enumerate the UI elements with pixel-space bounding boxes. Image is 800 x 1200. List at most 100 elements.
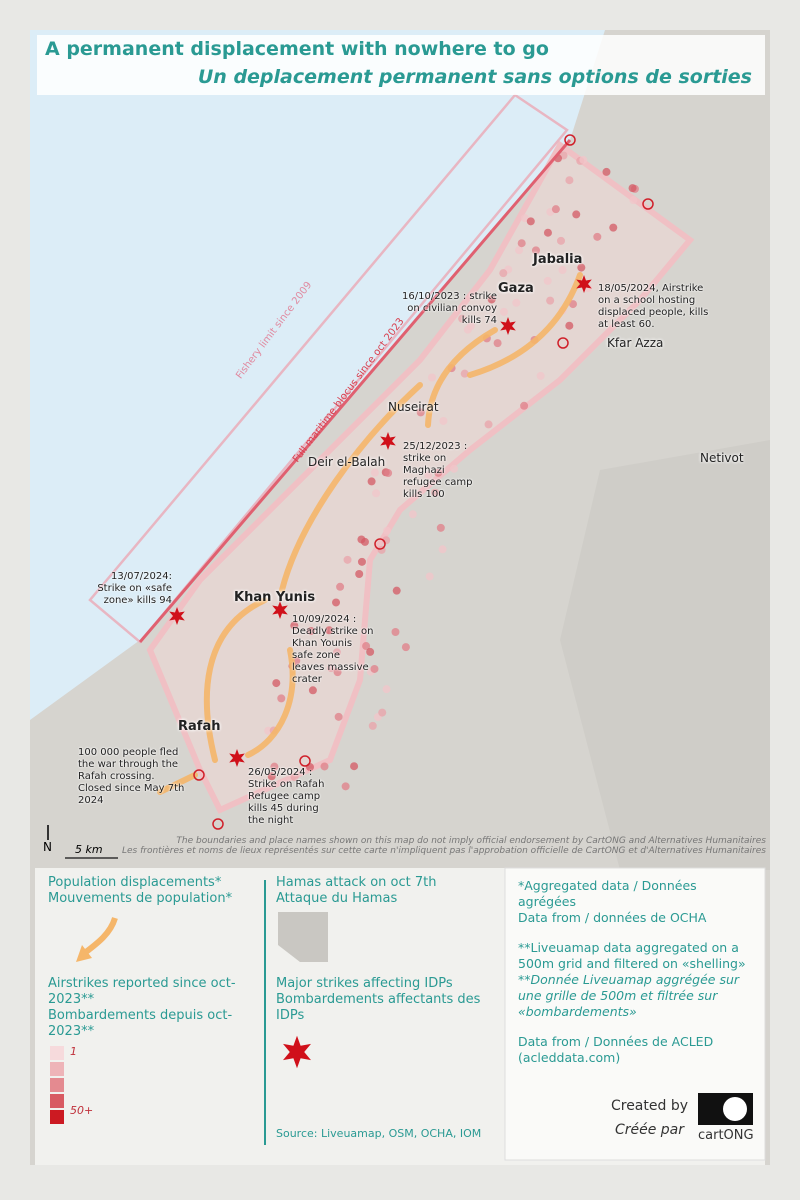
strike-icons — [169, 275, 592, 767]
displacement-arrows — [157, 272, 583, 795]
density-cell — [543, 228, 552, 237]
legend-text: Mouvements de population* — [48, 891, 233, 906]
annotation: 16/10/2023 : strike on civilian convoy k… — [402, 291, 497, 326]
land-shade — [560, 440, 770, 870]
subtitle: Un deplacement permanent sans options de… — [197, 66, 752, 88]
density-cell — [438, 545, 447, 554]
scale-max: 50+ — [70, 1104, 94, 1117]
density-cell — [383, 526, 392, 535]
density-cell — [332, 598, 341, 607]
note: Data from / Données de ACLED (acleddata.… — [518, 1034, 714, 1065]
density-cell — [332, 648, 341, 657]
density-cell — [628, 184, 637, 193]
annotation: 100 000 people fled the war through the … — [78, 747, 185, 806]
density-cell — [341, 782, 350, 791]
density-cell — [526, 217, 535, 226]
density-cell — [484, 420, 493, 429]
density-cell — [434, 468, 443, 477]
gaza-strip — [146, 140, 695, 814]
density-cell — [343, 555, 352, 564]
legend-strike-icon — [283, 1035, 311, 1069]
density-cell — [416, 408, 425, 417]
annotation: 18/05/2024, Airstrike on a school hostin… — [598, 283, 709, 330]
legend-density-scale — [50, 1046, 64, 1124]
title: A permanent displacement with nowhere to… — [45, 38, 549, 60]
legend-major-strikes: Major strikes affecting IDPs Bombardement… — [276, 976, 491, 1024]
place-label: Jabalia — [533, 252, 583, 267]
logo-circle — [723, 1097, 747, 1121]
density-cell — [392, 586, 401, 595]
density-cell — [408, 510, 417, 519]
density-cell — [370, 468, 379, 477]
density-cell — [372, 489, 381, 498]
density-cell — [499, 269, 508, 278]
density-cell — [565, 321, 574, 330]
place-label: Netivot — [700, 451, 744, 465]
density-cell — [320, 762, 329, 771]
density-cell — [493, 339, 502, 348]
place-label: Kfar Azza — [607, 336, 664, 350]
density-cell — [520, 401, 529, 410]
density-cell — [425, 572, 434, 581]
logo-text: cartONG — [698, 1128, 754, 1143]
legend-text: Bombardements affectants des IDPs — [276, 992, 481, 1023]
density-cell — [378, 708, 387, 717]
density-cell — [558, 266, 567, 275]
strike-icon — [500, 317, 516, 335]
legend-arrowhead — [76, 945, 92, 962]
place-label: Nuseirat — [388, 400, 439, 414]
density-cell — [487, 295, 496, 304]
density-cell — [367, 477, 376, 486]
legend-text: Attaque du Hamas — [276, 891, 398, 906]
density-cell — [336, 582, 345, 591]
disclaimer-fr: Les frontières et noms de lieux représen… — [122, 846, 766, 856]
density-cell — [436, 523, 445, 532]
density-cell — [382, 685, 391, 694]
density-cell — [270, 762, 279, 771]
place-label: Khan Yunis — [234, 590, 316, 605]
density-cell — [290, 773, 299, 782]
density-cell — [368, 721, 377, 730]
annotation: 25/12/2023 : strike on Maghazi refugee c… — [403, 441, 473, 500]
density-cell — [277, 694, 286, 703]
note: **Donnée Liveuamap aggrégée sur une gril… — [518, 972, 740, 1019]
place-label: Gaza — [498, 281, 534, 296]
density-cell — [543, 276, 552, 285]
density-cell — [466, 322, 475, 331]
density-cell — [424, 470, 433, 479]
density-cell — [366, 647, 375, 656]
strike-icon — [283, 1035, 311, 1069]
density-cell — [629, 196, 638, 205]
density-cell — [362, 642, 371, 651]
density-cell — [308, 686, 317, 695]
density-cell — [272, 679, 281, 688]
title-banner — [37, 35, 765, 95]
density-cell — [556, 236, 565, 245]
density-cell — [334, 712, 343, 721]
legend-displacements: Population displacements* Mouvements de p… — [48, 875, 258, 907]
density-cell — [357, 557, 366, 566]
legend-text: Bombardements depuis oct-2023** — [48, 1008, 233, 1039]
density-cell — [350, 762, 359, 771]
density-cell — [572, 210, 581, 219]
strike-icon — [229, 749, 245, 767]
density-cell — [551, 205, 560, 214]
notes: *Aggregated data / Données agrégées Data… — [518, 878, 753, 1066]
density-cell — [609, 223, 618, 232]
density-cell — [531, 246, 540, 255]
density-cell — [515, 246, 524, 255]
density-cell — [370, 664, 379, 673]
sea — [30, 30, 605, 720]
density-cell — [520, 214, 529, 223]
creee-par: Créée par — [614, 1122, 684, 1138]
density-cell — [325, 626, 334, 635]
source: Source: Liveuamap, OSM, OCHA, IOM — [276, 1127, 482, 1140]
note: Data from / données de OCHA — [518, 910, 707, 925]
strike-icon — [576, 275, 592, 293]
legend-text: Population displacements* — [48, 875, 222, 890]
strike-icon — [380, 432, 396, 450]
density-cell — [458, 314, 467, 323]
density-cell — [517, 239, 526, 248]
scale-label: 5 km — [75, 843, 103, 856]
